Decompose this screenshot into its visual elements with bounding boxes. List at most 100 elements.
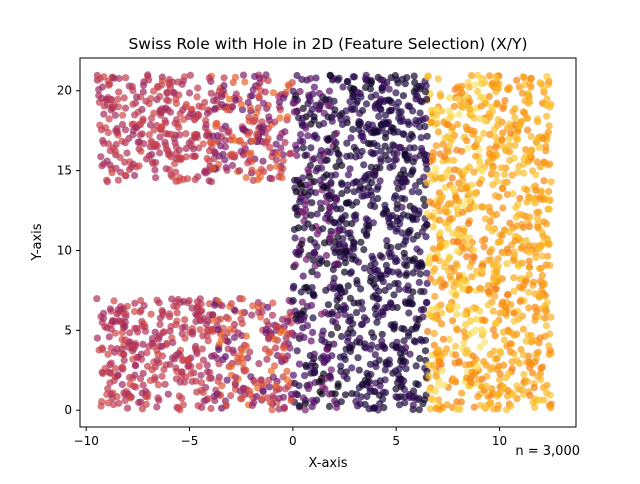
scatter-point <box>498 231 506 240</box>
scatter-point <box>348 364 356 372</box>
scatter-point <box>231 73 239 81</box>
scatter-point <box>463 346 471 354</box>
scatter-point <box>286 308 294 316</box>
scatter-point <box>397 108 405 116</box>
scatter-point <box>334 233 342 241</box>
scatter-point <box>143 393 151 401</box>
scatter-point <box>111 111 119 119</box>
scatter-point <box>97 402 105 410</box>
sample-count-annotation: n = 3,000 <box>515 444 580 459</box>
scatter-point <box>448 124 457 132</box>
scatter-point <box>255 92 263 100</box>
scatter-point <box>207 404 215 413</box>
scatter-point <box>185 356 193 364</box>
scatter-point <box>367 191 375 199</box>
scatter-point <box>344 181 352 189</box>
scatter-point <box>301 406 309 414</box>
scatter-point <box>392 156 400 164</box>
scatter-point <box>198 345 206 353</box>
scatter-point <box>162 141 170 149</box>
scatter-point <box>544 128 553 136</box>
scatter-point <box>237 147 245 156</box>
scatter-point <box>209 97 218 105</box>
scatter-point <box>231 381 239 389</box>
scatter-point <box>299 307 307 315</box>
scatter-point <box>103 101 111 109</box>
scatter-point <box>496 370 504 378</box>
scatter-point <box>186 71 194 79</box>
scatter-point <box>205 374 213 382</box>
scatter-point <box>376 377 384 385</box>
scatter-point <box>354 354 362 362</box>
scatter-point <box>536 334 544 342</box>
scatter-point <box>348 255 356 263</box>
scatter-point <box>123 404 132 412</box>
scatter-point <box>238 295 246 303</box>
scatter-point <box>271 362 279 370</box>
scatter-point <box>324 345 332 353</box>
scatter-point <box>459 176 467 184</box>
scatter-point <box>369 170 377 178</box>
scatter-point <box>95 86 103 94</box>
scatter-point <box>508 365 516 373</box>
scatter-point <box>460 339 468 347</box>
scatter-point <box>433 303 441 311</box>
scatter-point <box>148 139 156 147</box>
scatter-point <box>310 178 318 186</box>
scatter-point <box>545 187 553 196</box>
scatter-point <box>263 355 271 363</box>
scatter-point <box>227 363 235 371</box>
scatter-point <box>301 151 309 160</box>
scatter-point <box>420 288 428 296</box>
scatter-point <box>205 177 213 185</box>
scatter-point <box>536 396 544 404</box>
scatter-point <box>118 345 126 353</box>
scatter-point <box>355 117 363 126</box>
scatter-point <box>408 300 416 308</box>
scatter-point <box>153 356 161 364</box>
scatter-point <box>500 336 508 344</box>
scatter-point <box>458 82 466 90</box>
scatter-point <box>496 347 504 355</box>
scatter-point <box>299 394 307 402</box>
scatter-point <box>326 148 334 157</box>
scatter-point <box>165 97 173 105</box>
scatter-point <box>540 279 548 287</box>
x-tick-label: 10 <box>492 434 507 448</box>
scatter-point <box>444 224 452 233</box>
scatter-point <box>371 305 379 313</box>
scatter-point <box>537 364 545 372</box>
scatter-point <box>293 311 301 319</box>
scatter-point <box>172 364 180 372</box>
scatter-point <box>321 375 329 383</box>
scatter-point <box>491 285 499 293</box>
scatter-point <box>480 243 488 251</box>
scatter-point <box>240 385 248 393</box>
scatter-point <box>400 249 408 257</box>
scatter-point <box>293 151 301 160</box>
scatter-point <box>167 153 175 161</box>
scatter-point <box>470 403 478 411</box>
scatter-point <box>299 104 307 112</box>
scatter-point <box>546 261 554 269</box>
scatter-point <box>321 156 329 165</box>
scatter-point <box>479 167 487 175</box>
scatter-point <box>181 316 189 324</box>
scatter-point <box>402 285 410 293</box>
scatter-point <box>403 262 411 270</box>
scatter-point <box>421 123 429 131</box>
scatter-point <box>385 85 393 93</box>
scatter-point <box>494 116 502 124</box>
scatter-point <box>390 142 399 150</box>
scatter-point <box>453 230 461 238</box>
scatter-point <box>525 223 534 231</box>
scatter-point <box>381 111 390 119</box>
scatter-point <box>453 398 461 406</box>
scatter-point <box>491 292 499 300</box>
scatter-point <box>392 393 400 401</box>
scatter-point <box>433 112 441 120</box>
scatter-point <box>489 154 497 162</box>
scatter-point <box>389 341 397 349</box>
scatter-point <box>272 140 280 148</box>
